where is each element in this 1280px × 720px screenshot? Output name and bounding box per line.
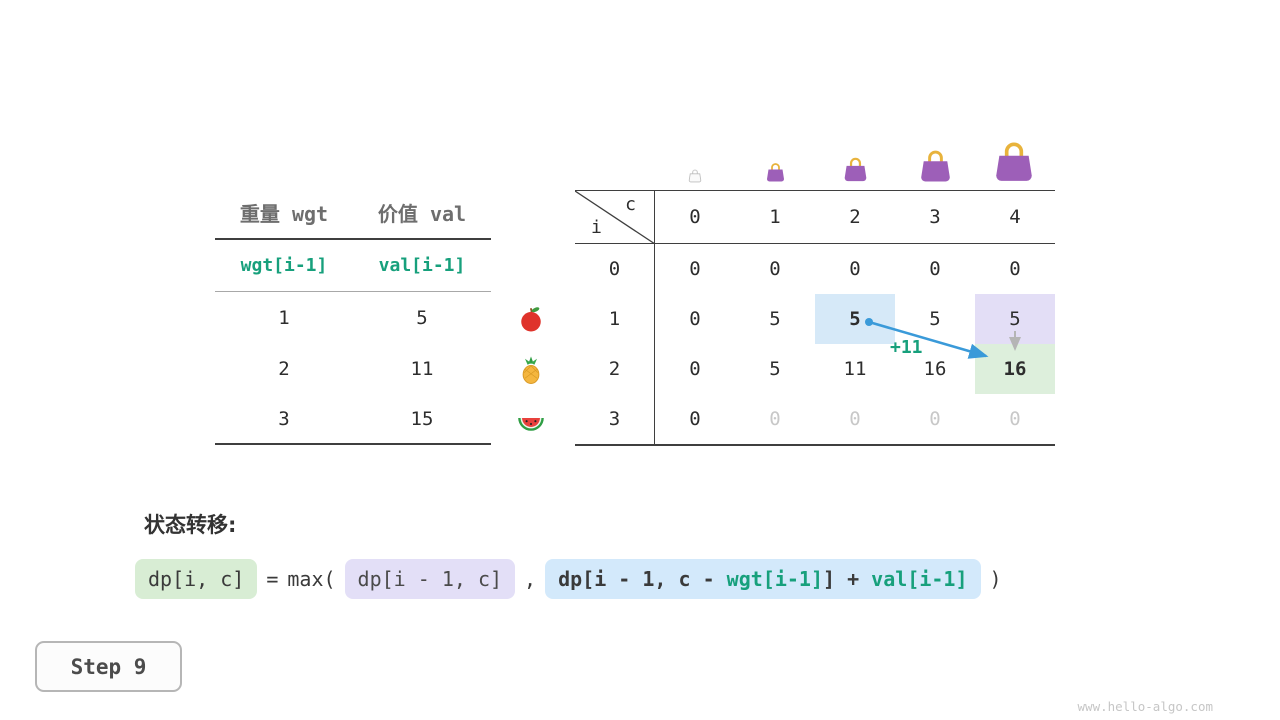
capacity-var-label: c — [625, 194, 636, 215]
item-row-apple: 1 5 — [215, 292, 491, 343]
bag-capacity-2-icon — [842, 155, 869, 183]
dp-row-2: 2 0 5 11 16 16 — [575, 344, 1055, 394]
dp-cell-3-4: 0 — [1009, 408, 1021, 430]
dp-col-header: 2 — [849, 206, 861, 228]
item-weight: 3 — [278, 407, 290, 430]
dp-cell-1-4-above-highlight: 5 — [975, 294, 1055, 344]
dp-take-term: dp[i - 1, c - wgt[i-1]] + val[i-1] — [545, 559, 981, 599]
dp-row-0: 0 0 0 0 0 0 — [575, 244, 1055, 294]
pineapple-icon — [516, 355, 546, 385]
state-transition-formula: dp[i, c] = max( dp[i - 1, c] , dp[i - 1,… — [135, 559, 1002, 599]
close-paren: ) — [989, 567, 1002, 591]
val-term: val[i-1] — [871, 567, 968, 591]
bag-capacity-0-icon — [688, 168, 702, 183]
dp-skip-term: dp[i - 1, c] — [344, 559, 516, 599]
dp-current-term: dp[i, c] — [135, 559, 258, 599]
site-watermark: www.hello-algo.com — [1077, 699, 1213, 714]
dp-row-header: 1 — [575, 294, 655, 344]
dp-cell-2-2: 11 — [843, 358, 867, 380]
dp-cell-0-1: 0 — [769, 258, 781, 280]
value-column-header: 价值 val — [377, 201, 467, 226]
dp-cell-3-0: 0 — [689, 408, 701, 430]
state-transition-heading: 状态转移: — [144, 513, 237, 537]
dp-cell-1-3: 5 — [929, 308, 941, 330]
dp-cell-2-0: 0 — [689, 358, 701, 380]
apple-icon — [516, 303, 546, 333]
comma: , — [524, 567, 537, 591]
bag-capacity-3-icon — [918, 147, 953, 184]
dp-row-header: 2 — [575, 344, 655, 394]
equals-sign: = — [266, 567, 279, 591]
dp-row-header: 3 — [575, 394, 655, 444]
dp-corner-cell: c i — [575, 191, 655, 244]
dp-cell-2-4-current-highlight: 16 — [975, 344, 1055, 394]
item-row-pineapple: 2 11 — [215, 343, 491, 394]
dp-cell-1-1: 5 — [769, 308, 781, 330]
dp-row-1: 1 0 5 5 5 5 — [575, 294, 1055, 344]
item-weight: 2 — [278, 357, 290, 380]
wgt-formula-label: wgt[i-1] — [240, 255, 328, 276]
item-value: 11 — [410, 357, 434, 380]
dp-cell-3-2: 0 — [849, 408, 861, 430]
dp-cell-3-3: 0 — [929, 408, 941, 430]
items-table-header-row: 重量 wgt 价值 val — [215, 186, 491, 240]
step-button[interactable]: Step 9 — [35, 641, 182, 692]
dp-row-3: 3 0 0 0 0 0 — [575, 394, 1055, 444]
val-formula-label: val[i-1] — [378, 255, 466, 276]
take-term-prefix: dp[i - 1, c - — [558, 567, 727, 591]
dp-cell-1-2-source-highlight: 5 — [815, 294, 895, 344]
dp-col-header: 4 — [1009, 206, 1021, 228]
dp-cell-0-4: 0 — [1009, 258, 1021, 280]
dp-cell-0-3: 0 — [929, 258, 941, 280]
items-table-formula-row: wgt[i-1] val[i-1] — [215, 240, 491, 292]
items-table: 重量 wgt 价值 val wgt[i-1] val[i-1] 1 5 2 11… — [215, 186, 491, 445]
bag-capacity-4-icon — [992, 138, 1036, 184]
dp-cell-1-0: 0 — [689, 308, 701, 330]
dp-cell-2-1: 5 — [769, 358, 781, 380]
dp-cell-0-2: 0 — [849, 258, 861, 280]
dp-col-header: 3 — [929, 206, 941, 228]
item-index-var-label: i — [591, 217, 602, 238]
item-value: 15 — [410, 407, 434, 430]
bag-capacity-1-icon — [765, 161, 786, 183]
corner-diagonal-line — [575, 191, 655, 244]
dp-cell-3-1: 0 — [769, 408, 781, 430]
dp-row-header: 0 — [575, 244, 655, 294]
added-value-label: +11 — [890, 337, 923, 358]
dp-cell-2-3: 16 — [923, 358, 947, 380]
dp-col-header: 0 — [689, 206, 701, 228]
watermelon-icon — [515, 406, 547, 438]
wgt-term: wgt[i-1] — [726, 567, 823, 591]
item-value: 5 — [416, 306, 428, 329]
item-weight: 1 — [278, 306, 290, 329]
dp-cell-0-0: 0 — [689, 258, 701, 280]
item-row-watermelon: 3 15 — [215, 394, 491, 445]
dp-table-header-row: c i 0 1 2 3 4 — [575, 191, 1055, 244]
max-open: max( — [287, 567, 336, 591]
take-term-middle: ] + — [823, 567, 872, 591]
weight-column-header: 重量 wgt — [239, 201, 329, 226]
dp-col-header: 1 — [769, 206, 781, 228]
dp-table: c i 0 1 2 3 4 0 0 0 0 0 0 1 0 5 5 5 5 2 — [575, 190, 1055, 446]
